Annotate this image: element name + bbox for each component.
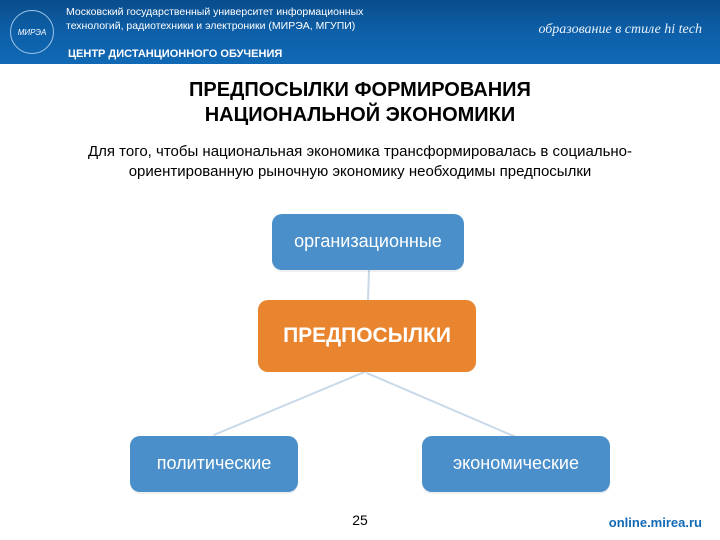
footer-url: online.mirea.ru	[609, 515, 702, 530]
slide-header: МИРЭА Московский государственный универс…	[0, 0, 720, 64]
diagram-node-label: экономические	[447, 453, 585, 475]
diagram-node-label: ПРЕДПОСЫЛКИ	[277, 323, 457, 348]
university-logo: МИРЭА	[10, 10, 54, 54]
title-line-2: НАЦИОНАЛЬНОЙ ЭКОНОМИКИ	[0, 103, 720, 128]
tagline: образование в стиле hi tech	[538, 22, 702, 38]
diagram-node-label: политические	[151, 453, 278, 475]
slide-subtitle: Для того, чтобы национальная экономика т…	[0, 142, 720, 183]
diagram-node-org: организационные	[272, 214, 464, 270]
diagram-node-econ: экономические	[422, 436, 610, 492]
diagram-edge	[366, 372, 516, 438]
university-name: Московский государственный университет и…	[66, 6, 376, 33]
center-name: ЦЕНТР ДИСТАНЦИОННОГО ОБУЧЕНИЯ	[68, 48, 720, 60]
diagram-edge	[367, 270, 370, 300]
diagram-edge	[213, 370, 367, 436]
title-line-1: ПРЕДПОСЫЛКИ ФОРМИРОВАНИЯ	[0, 78, 720, 103]
diagram-node-label: организационные	[288, 231, 448, 253]
diagram-node-root: ПРЕДПОСЫЛКИ	[258, 300, 476, 372]
prerequisites-diagram: ПРЕДПОСЫЛКИ организационные политические эк…	[0, 214, 720, 514]
logo-text: МИРЭА	[18, 28, 47, 37]
slide-title: ПРЕДПОСЫЛКИ ФОРМИРОВАНИЯ НАЦИОНАЛЬНОЙ ЭК…	[0, 78, 720, 128]
diagram-node-polit: политические	[130, 436, 298, 492]
